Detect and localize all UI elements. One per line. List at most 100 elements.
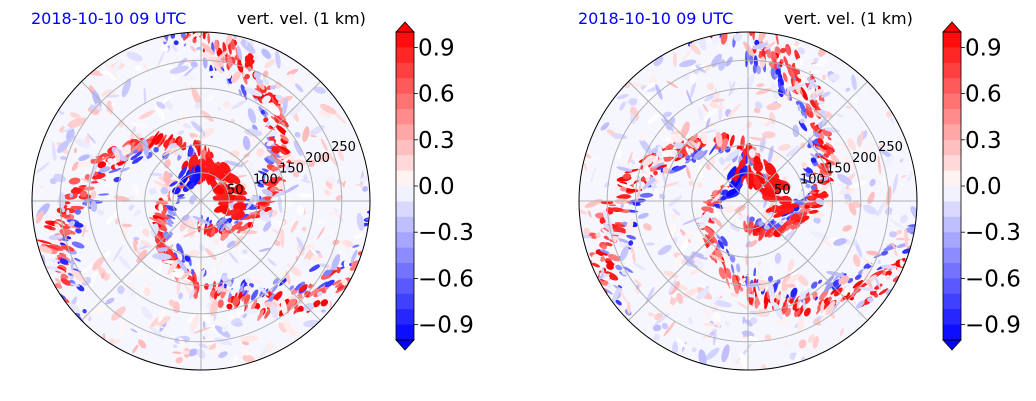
field-cell (914, 252, 917, 257)
field-cell (239, 230, 258, 235)
field-cell (356, 277, 366, 283)
field-cell (317, 230, 337, 237)
field-cell (595, 285, 600, 289)
field-cell (911, 265, 917, 272)
field-cell (201, 23, 206, 27)
field-cell (56, 140, 70, 153)
field-cell (920, 254, 934, 263)
field-cell (55, 277, 62, 285)
field-cell (169, 181, 178, 187)
field-cell (337, 147, 345, 162)
field-cell (706, 9, 710, 16)
field-cell (341, 278, 348, 286)
field-cell (181, 75, 198, 81)
field-cell (80, 265, 93, 274)
field-cell (191, 87, 202, 106)
field-cell (130, 328, 138, 333)
field-cell (180, 270, 192, 280)
field-cell (329, 300, 333, 310)
field-cell (711, 23, 716, 31)
field-cell (60, 313, 69, 322)
field-cell (242, 135, 251, 151)
field-cell (156, 247, 168, 252)
field-cell (290, 266, 302, 277)
colorbar-segment (396, 109, 414, 125)
field-cell (302, 126, 310, 143)
field-cell (319, 103, 337, 115)
field-cell (929, 238, 936, 245)
field-cell (190, 13, 196, 23)
field-cell (212, 184, 225, 195)
field-cell (117, 285, 125, 295)
field-cell (614, 313, 621, 319)
field-cell (383, 254, 393, 262)
field-cell (60, 278, 71, 286)
field-cell (201, 14, 204, 22)
field-cell (71, 241, 85, 249)
field-cell (312, 300, 321, 308)
field-left (32, 13, 393, 368)
field-cell (44, 291, 54, 299)
field-cell (923, 250, 931, 257)
field-cell (364, 244, 369, 248)
field-cell (238, 88, 243, 97)
field-cell (113, 338, 120, 346)
field-cell (126, 51, 143, 62)
field-cell (657, 166, 664, 170)
field-cell (777, 279, 781, 284)
field-cell (261, 48, 272, 59)
radial-tick-label: 200 (305, 151, 330, 166)
field-cell (128, 204, 135, 211)
field-cell (207, 95, 214, 101)
field-cell (918, 246, 926, 253)
field-cell (908, 269, 917, 276)
field-cell (316, 220, 326, 225)
field-cell (688, 12, 692, 17)
field-cell (213, 151, 223, 163)
field-cell (188, 147, 194, 157)
field-cell (205, 157, 216, 176)
field-cell (198, 128, 215, 140)
field-cell (35, 210, 44, 224)
field-cell (616, 194, 632, 199)
field-cell (611, 340, 621, 350)
field-cell (78, 154, 90, 162)
field-cell (204, 248, 217, 261)
field-cell (182, 258, 186, 263)
panel-right: 2018-10-10 09 UTC vert. vel. (1 km) 50 10… (547, 0, 1036, 401)
field-cell (257, 309, 265, 322)
colorbar-segment (396, 47, 414, 64)
field-cell (933, 239, 940, 246)
field-cell (810, 281, 818, 289)
field-cell (320, 299, 329, 307)
field-cell (317, 281, 328, 289)
field-cell (242, 72, 246, 78)
field-cell (608, 305, 615, 312)
field-cell (40, 308, 46, 314)
field-cell (342, 141, 350, 149)
field-cell (278, 322, 287, 333)
colorbar-tick-label: 0.9 (965, 35, 1002, 61)
field-cell (167, 142, 177, 149)
field-cell (46, 265, 66, 273)
field-cell (114, 164, 119, 169)
field-cell (331, 254, 341, 271)
field-cell (192, 276, 196, 283)
field-cell (166, 214, 176, 220)
field-cell (262, 70, 269, 78)
field-cell (376, 253, 390, 261)
field-cell (244, 128, 262, 137)
field-cell (242, 354, 256, 364)
field-cell (622, 266, 634, 273)
field-cell (85, 334, 94, 344)
field-cell (351, 279, 361, 287)
field-cell (111, 59, 122, 74)
field-cell (884, 270, 892, 277)
field-cell (385, 253, 393, 260)
colorbar-segment (943, 32, 961, 48)
field-cell (918, 248, 934, 255)
field-cell (909, 250, 917, 256)
field-cell (179, 20, 185, 32)
field-cell (729, 134, 735, 147)
field-cell (764, 296, 769, 310)
